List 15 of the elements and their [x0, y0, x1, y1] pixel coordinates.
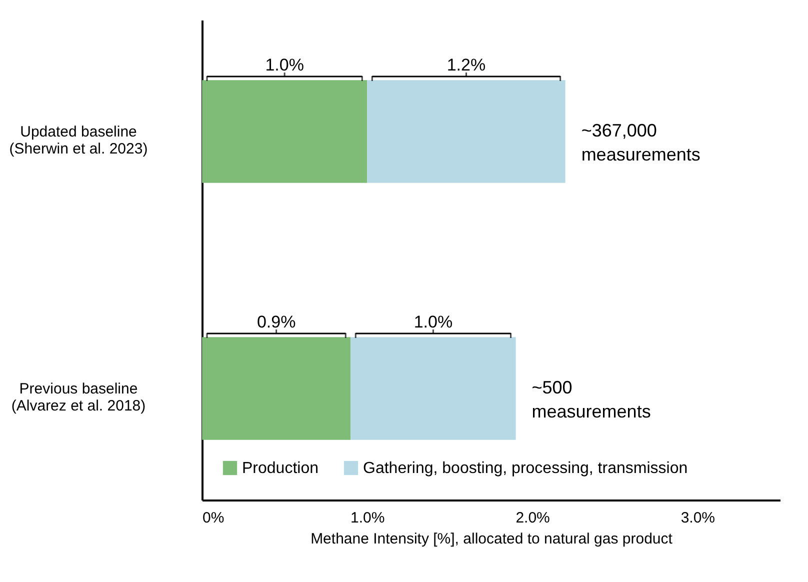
annotation: ~367,000 measurements: [581, 120, 700, 165]
legend-label: Production: [242, 460, 318, 477]
x-tick-label: 1.0%: [350, 510, 385, 526]
x-tick-label: 3.0%: [680, 510, 716, 526]
data-label: 1.0%: [414, 312, 453, 332]
y-tick-label: Updated baseline (Sherwin et al. 2023): [9, 124, 148, 158]
data-label: 1.2%: [446, 56, 486, 75]
data-label: 1.0%: [265, 56, 304, 75]
y-tick-label: Previous baseline (Alvarez et al. 2018): [11, 380, 146, 414]
annotation: ~500 measurements: [532, 377, 651, 422]
data-label: 0.9%: [256, 312, 296, 332]
x-tick-label: 0%: [202, 510, 224, 526]
x-tick-label: 2.0%: [516, 510, 550, 526]
x-axis-title: Methane Intensity [%], allocated to natural gas product: [310, 530, 674, 548]
legend-label: Gathering, boosting, processing, transmission: [363, 460, 688, 477]
